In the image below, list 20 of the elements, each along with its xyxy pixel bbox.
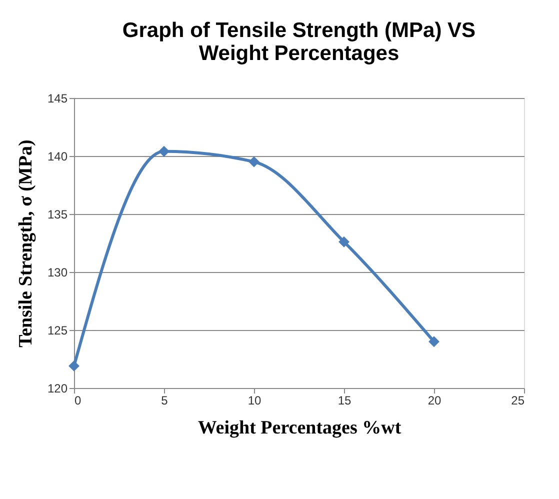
point <box>428 336 440 348</box>
point <box>338 236 350 248</box>
y-tick-label: 125 <box>47 324 68 338</box>
x-tick-label: 5 <box>161 394 168 408</box>
x-tick-label: 20 <box>428 394 442 408</box>
x-tick-label: 25 <box>511 394 525 408</box>
x-tick-label: 0 <box>74 394 82 408</box>
point <box>248 156 260 168</box>
point <box>68 360 80 372</box>
y-tick-label: 130 <box>47 266 68 280</box>
chart-title: Graph of Tensile Strength (MPa) VS Weight Percentages <box>122 19 476 65</box>
y-tick-label: 135 <box>47 208 68 222</box>
y-axis-title: Tensile Strength, σ (MPa) <box>15 140 36 348</box>
y-tick-label: 145 <box>47 92 68 106</box>
x-axis-title: Weight Percentages %wt <box>198 418 402 438</box>
point <box>158 146 170 157</box>
x-tick-label: 15 <box>338 394 352 408</box>
x-tick-label: 10 <box>248 394 262 408</box>
y-tick-label: 120 <box>47 382 68 396</box>
y-tick-label: 140 <box>47 150 68 164</box>
